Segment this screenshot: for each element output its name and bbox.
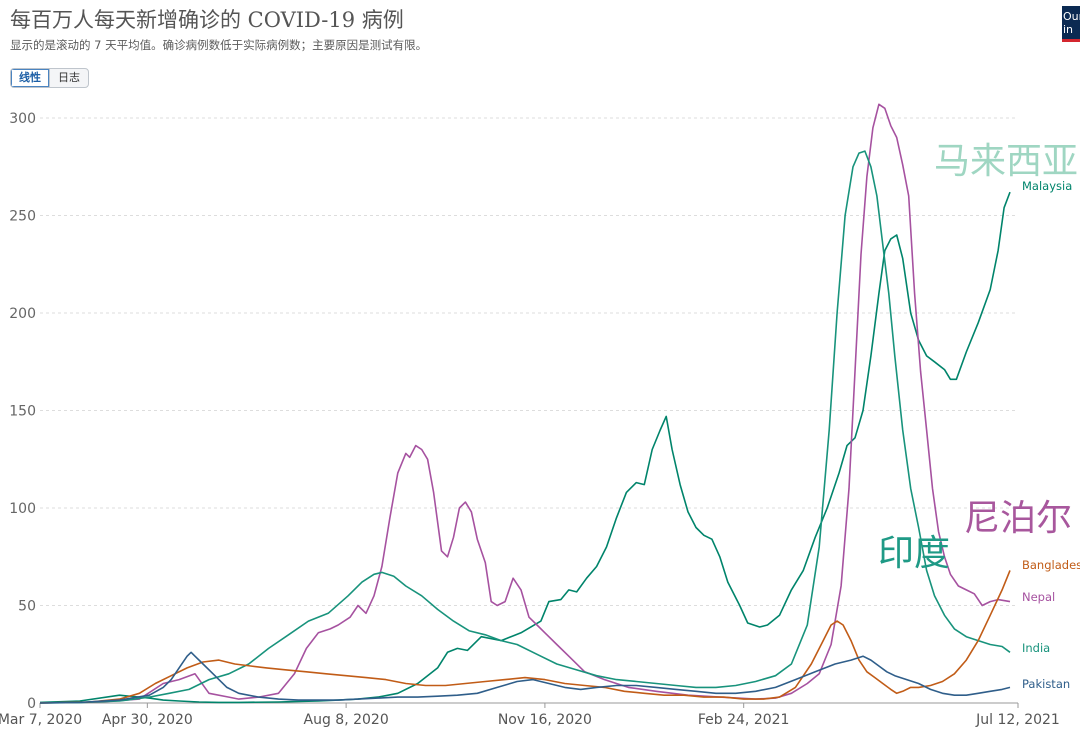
scale-toggle: 线性 日志 [10, 68, 89, 88]
log-scale-button[interactable]: 日志 [58, 71, 80, 84]
y-tick-label: 100 [9, 501, 36, 517]
x-tick-label: Apr 30, 2020 [102, 712, 193, 728]
y-tick-label: 300 [9, 111, 36, 127]
chart-subtitle: 显示的是滚动的 7 天平均值。确诊病例数低于实际病例数；主要原因是测试有限。 [10, 38, 428, 52]
end-label-malaysia: Malaysia [1022, 179, 1072, 193]
annotation-label: 印度 [878, 533, 950, 574]
chart-title: 每百万人每天新增确诊的 COVID-19 病例 [10, 8, 404, 32]
y-tick-label: 0 [27, 696, 36, 712]
y-axis-ticks: 0 50 100 150 200 250 300 [9, 111, 36, 712]
series-lines [39, 103, 1011, 704]
series-line-pakistan [39, 651, 1011, 704]
end-label-india: India [1022, 641, 1050, 655]
series-end-labels: Malaysia Nepal India Banglades Pakistan [1022, 179, 1080, 691]
end-label-pakistan: Pakistan [1022, 677, 1070, 691]
y-tick-label: 50 [18, 599, 36, 615]
gridlines [40, 117, 1018, 704]
x-tick-label: Mar 7, 2020 [0, 712, 82, 728]
y-tick-label: 150 [9, 404, 36, 420]
y-tick-label: 250 [9, 209, 36, 225]
series-line-malaysia [39, 191, 1011, 704]
series-line-bangladesh [39, 570, 1011, 704]
end-label-nepal: Nepal [1022, 590, 1055, 604]
series-line-india [39, 150, 1011, 704]
annotation-label: 尼泊尔 [964, 498, 1072, 539]
owid-logo[interactable]: Ourin [1062, 6, 1080, 42]
linear-scale-button[interactable]: 线性 [11, 69, 50, 87]
series-line-nepal [39, 103, 1011, 704]
x-tick-label: Jul 12, 2021 [975, 712, 1060, 728]
x-axis-ticks: Mar 7, 2020 Apr 30, 2020 Aug 8, 2020 Nov 16… [0, 703, 1060, 728]
end-label-bangladesh: Banglades [1022, 558, 1080, 572]
annotation-label: 马来西亚 [934, 141, 1078, 182]
x-tick-label: Feb 24, 2021 [698, 712, 790, 728]
x-tick-label: Nov 16, 2020 [498, 712, 592, 728]
x-tick-label: Aug 8, 2020 [304, 712, 389, 728]
y-tick-label: 200 [9, 306, 36, 322]
